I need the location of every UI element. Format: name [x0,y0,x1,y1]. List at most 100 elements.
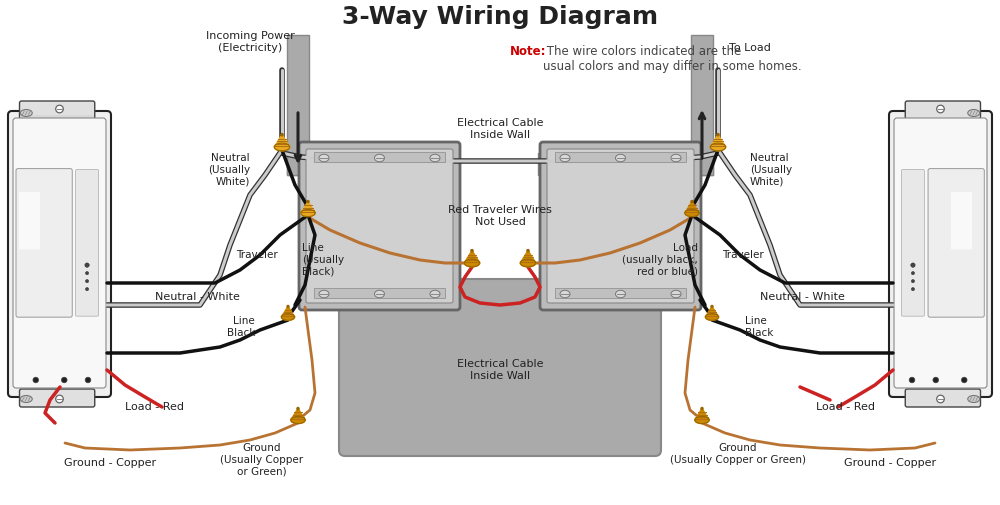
Circle shape [287,306,289,308]
Bar [691,35,713,175]
Circle shape [911,263,915,267]
Bar [555,288,686,298]
Ellipse shape [705,314,719,320]
FancyBboxPatch shape [19,192,40,249]
FancyBboxPatch shape [8,111,111,397]
Text: Ground - Copper: Ground - Copper [64,458,156,468]
Bar [287,153,442,175]
Ellipse shape [319,154,329,162]
Ellipse shape [710,143,726,151]
Circle shape [717,133,719,136]
Text: Incoming Power
(Electricity): Incoming Power (Electricity) [206,31,294,53]
Text: Load
(usually black,
red or blue): Load (usually black, red or blue) [622,243,698,276]
Ellipse shape [685,210,699,217]
Text: Neutral
(Usually
White): Neutral (Usually White) [208,154,250,187]
Text: Red Traveler Wires
Not Used: Red Traveler Wires Not Used [448,206,552,227]
FancyBboxPatch shape [905,389,980,407]
Polygon shape [281,306,295,317]
Ellipse shape [319,290,329,298]
FancyBboxPatch shape [905,101,980,119]
FancyBboxPatch shape [339,279,661,456]
Ellipse shape [430,154,440,162]
FancyBboxPatch shape [20,115,94,123]
Ellipse shape [968,110,980,117]
Text: Neutral - White: Neutral - White [760,292,845,302]
Circle shape [911,287,915,291]
Text: Ground
(Usually Copper or Green): Ground (Usually Copper or Green) [670,443,806,465]
Ellipse shape [374,154,384,162]
Text: Electrical Cable
Inside Wall: Electrical Cable Inside Wall [457,359,543,381]
Text: The wire colors indicated are the
usual colors and may differ in some homes.: The wire colors indicated are the usual … [543,45,802,73]
Ellipse shape [281,314,295,320]
Ellipse shape [464,259,480,267]
FancyBboxPatch shape [951,192,972,249]
Circle shape [701,408,703,410]
FancyBboxPatch shape [299,142,460,310]
FancyBboxPatch shape [20,389,95,407]
Ellipse shape [671,290,681,298]
FancyBboxPatch shape [547,149,694,303]
Bar [420,153,442,267]
Ellipse shape [560,290,570,298]
Polygon shape [291,409,305,420]
Circle shape [56,395,63,403]
Polygon shape [301,201,315,213]
Ellipse shape [20,395,32,402]
Ellipse shape [560,154,570,162]
Text: To Load: To Load [729,43,771,53]
Text: Neutral
(Usually
White): Neutral (Usually White) [750,154,792,187]
Circle shape [85,280,89,283]
Circle shape [85,287,89,291]
Polygon shape [710,134,726,147]
Circle shape [911,280,915,283]
Text: Neutral - White: Neutral - White [155,292,240,302]
Ellipse shape [671,154,681,162]
Circle shape [909,377,915,383]
Circle shape [307,200,309,203]
FancyBboxPatch shape [16,169,72,317]
Ellipse shape [20,110,32,117]
Circle shape [297,408,299,410]
Text: Line
Black: Line Black [745,316,773,338]
Polygon shape [274,134,290,147]
Bar [314,152,445,162]
Text: Ground
(Usually Copper
or Green): Ground (Usually Copper or Green) [220,443,304,476]
FancyBboxPatch shape [20,101,95,119]
FancyBboxPatch shape [76,170,98,316]
Bar [555,152,686,162]
Ellipse shape [291,417,305,424]
FancyBboxPatch shape [13,118,106,388]
Circle shape [56,105,63,113]
Text: Load - Red: Load - Red [816,402,875,412]
Circle shape [933,377,939,383]
Bar [314,288,445,298]
Text: Electrical Cable
Inside Wall: Electrical Cable Inside Wall [457,118,543,140]
Text: Traveler: Traveler [236,250,278,260]
Polygon shape [685,201,699,213]
Circle shape [937,395,944,403]
FancyBboxPatch shape [894,118,987,388]
Bar [558,153,580,267]
Bar [287,35,309,175]
Circle shape [691,200,693,203]
Text: Line
(Usually
Black): Line (Usually Black) [302,243,344,276]
Ellipse shape [301,210,315,217]
Ellipse shape [430,290,440,298]
Circle shape [85,263,89,267]
Bar [538,153,713,175]
Ellipse shape [374,290,384,298]
Text: Ground - Copper: Ground - Copper [844,458,936,468]
Polygon shape [705,306,719,317]
Circle shape [711,306,713,308]
FancyBboxPatch shape [306,149,453,303]
Circle shape [527,249,529,252]
Circle shape [471,249,473,252]
Circle shape [961,377,967,383]
Text: Load - Red: Load - Red [125,402,184,412]
FancyBboxPatch shape [902,170,924,316]
Circle shape [61,377,67,383]
Circle shape [85,272,89,275]
Ellipse shape [616,290,626,298]
Text: Line
Black: Line Black [227,316,255,338]
Ellipse shape [968,395,980,402]
